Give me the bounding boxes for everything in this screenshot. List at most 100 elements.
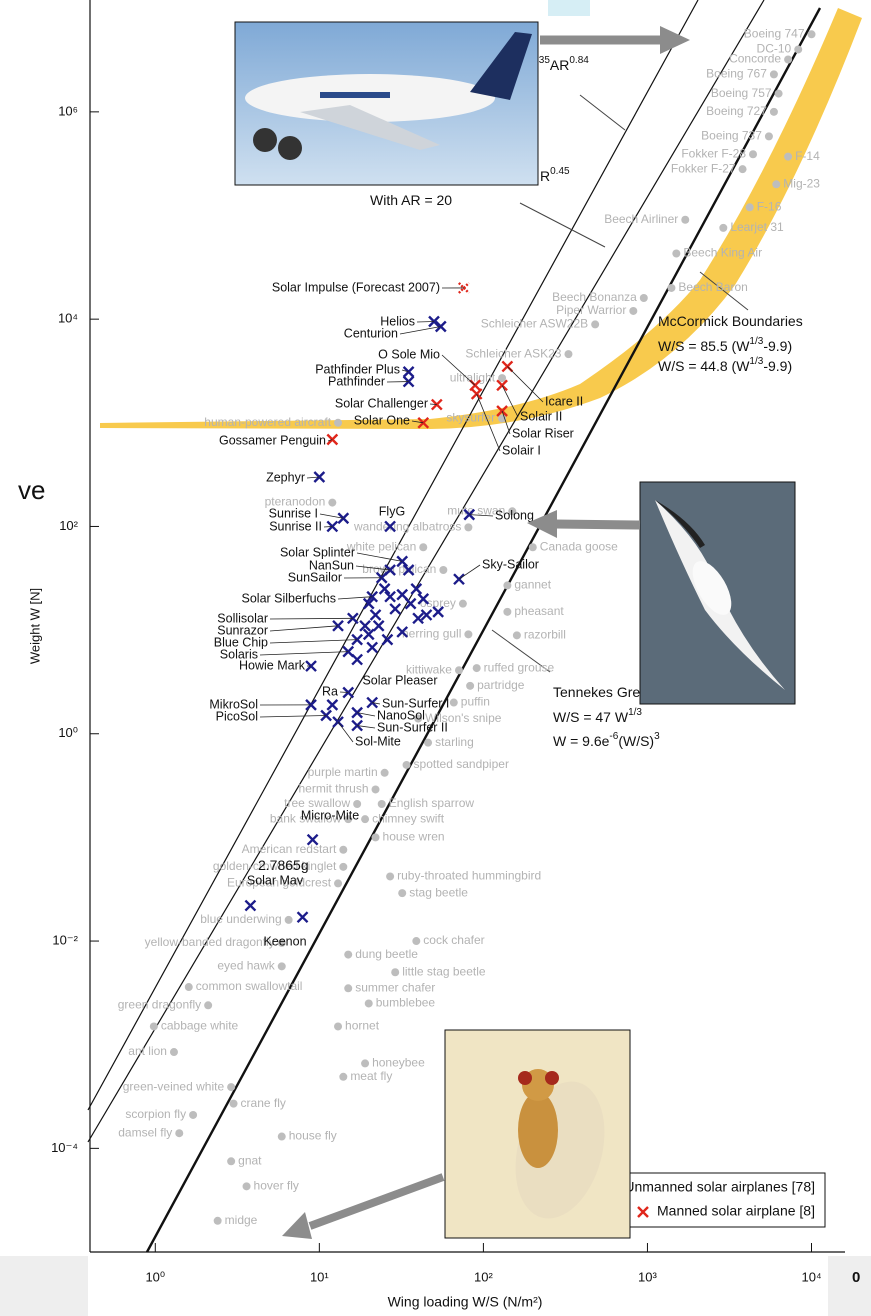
- photo-airliner: [235, 22, 538, 185]
- data-point: [170, 1048, 178, 1056]
- data-point: [227, 1083, 235, 1091]
- data-point: [381, 769, 389, 777]
- slide-fragment: 0: [852, 1269, 860, 1286]
- point-label: pheasant: [514, 604, 564, 618]
- data-point: [327, 700, 337, 710]
- point-label: Fokker F-28: [681, 146, 746, 160]
- point-label: F-16: [757, 199, 782, 213]
- point-label: wandering albatross: [353, 520, 461, 534]
- data-point: [386, 872, 394, 880]
- data-point: [344, 951, 352, 959]
- data-point: [378, 800, 386, 808]
- point-label: partridge: [477, 678, 525, 692]
- data-point: [746, 203, 754, 211]
- data-point: [503, 608, 511, 616]
- point-label: Solar One: [354, 413, 410, 427]
- leader-line: [520, 203, 605, 247]
- data-point: [719, 224, 727, 232]
- data-point: [334, 879, 342, 887]
- point-label: Boeing 737: [701, 129, 762, 143]
- leader-line: [507, 366, 543, 402]
- leader-line: [430, 404, 437, 405]
- annotation-part: AR: [550, 57, 569, 73]
- annotation-part: W/S = 47 W: [553, 709, 629, 725]
- x-tick-label: 10²: [474, 1269, 493, 1284]
- data-point: [372, 833, 380, 841]
- annotation: W/S = 47 W1/3: [553, 707, 642, 725]
- data-point: [334, 1022, 342, 1030]
- engine: [253, 128, 277, 152]
- point-label: ruffed grouse: [484, 660, 555, 674]
- data-point: [739, 165, 747, 173]
- data-point: [339, 1073, 347, 1081]
- point-label: hover fly: [254, 1179, 299, 1193]
- data-point: [214, 1217, 222, 1225]
- data-point: [450, 699, 458, 707]
- point-label: Sun-Surfer II: [377, 720, 448, 734]
- data-point: [298, 912, 308, 922]
- leader-line: [338, 597, 372, 599]
- data-point: [784, 153, 792, 161]
- point-label: Schleicher ASK23: [465, 346, 561, 360]
- point-label: crane fly: [241, 1096, 286, 1110]
- point-label: Pathfinder: [328, 374, 385, 388]
- leader-line: [340, 692, 348, 693]
- point-label: hermit thrush: [298, 782, 368, 796]
- point-label: Beech Bonanza: [552, 290, 637, 304]
- y-tick-label: 10⁴: [58, 311, 78, 326]
- data-point: [285, 916, 293, 924]
- point-label: Canada goose: [540, 539, 618, 553]
- eye: [545, 1071, 559, 1085]
- annotation-part: 0.45: [550, 166, 570, 177]
- leader-line: [270, 626, 338, 631]
- data-point: [808, 30, 816, 38]
- point-label: Centurion: [344, 326, 398, 340]
- data-point: [334, 419, 342, 427]
- data-point: [278, 1133, 286, 1141]
- data-point: [374, 621, 384, 631]
- point-label: Gossamer Penguin: [219, 433, 326, 447]
- point-label: dung beetle: [355, 947, 418, 961]
- chart: ve 0 Weight W [N] Wing loading W/S (N/m²…: [0, 0, 871, 1316]
- slide-decoration: [548, 0, 590, 16]
- point-label: human-powered aircraft: [204, 415, 331, 429]
- point-label: blue underwing: [200, 912, 281, 926]
- data-point: [403, 761, 411, 769]
- point-label: purple martin: [308, 765, 378, 779]
- annotation-part: W/S = 44.8 (W: [658, 358, 750, 374]
- point-label: damsel fly: [118, 1125, 172, 1139]
- legend-label: Unmanned solar airplanes [78]: [624, 1179, 815, 1195]
- point-label: common swallowtail: [196, 979, 303, 993]
- data-point: [466, 682, 474, 690]
- data-point: [278, 962, 286, 970]
- data-point: [564, 350, 572, 358]
- data-point: [150, 1022, 158, 1030]
- point-label: meat fly: [350, 1069, 392, 1083]
- point-label: Learjet 31: [730, 220, 784, 234]
- leader-line: [260, 716, 326, 717]
- data-point: [353, 800, 361, 808]
- y-tick-label: 10⁰: [58, 725, 78, 740]
- point-label: herring gull: [402, 627, 461, 641]
- data-point: [175, 1129, 183, 1137]
- arrow: [310, 1177, 443, 1226]
- data-point: [775, 90, 783, 98]
- point-label: American redstart: [242, 842, 337, 856]
- point-label: Boeing 757: [711, 86, 772, 100]
- point-label: Zephyr: [266, 470, 305, 484]
- point-label: Boeing 747: [744, 26, 805, 40]
- point-label: Beech Baron: [678, 280, 747, 294]
- y-tick-label: 10⁻²: [52, 932, 78, 947]
- eye: [518, 1071, 532, 1085]
- y-tick-label: 10⁶: [58, 103, 78, 118]
- data-point: [245, 901, 255, 911]
- point-label: ant lion: [128, 1044, 167, 1058]
- x-axis-label: Wing loading W/S (N/m²): [388, 1294, 543, 1310]
- data-point: [352, 655, 362, 665]
- point-label: Howie Mark: [239, 658, 306, 672]
- data-point: [328, 499, 336, 507]
- point-label: Sunrise I: [269, 506, 318, 520]
- data-point: [749, 150, 757, 158]
- annotation-part: 1/3: [749, 336, 763, 347]
- x-tick-label: 10¹: [310, 1269, 329, 1284]
